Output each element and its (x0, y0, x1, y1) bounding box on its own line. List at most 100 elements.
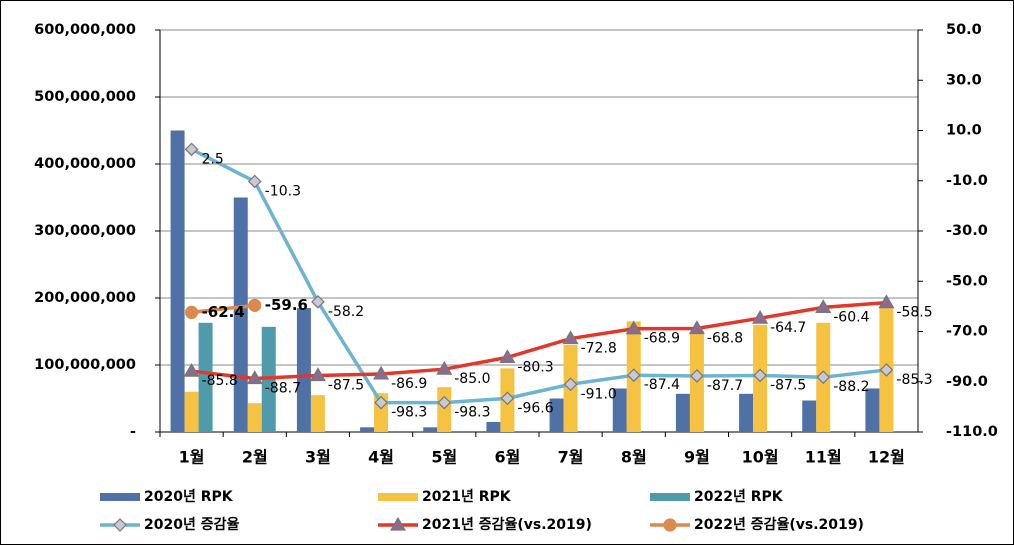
bar (296, 308, 311, 432)
data-label: -87.4 (644, 377, 680, 393)
data-label: -87.5 (328, 377, 364, 393)
y-tick-label: 200,000,000 (34, 290, 136, 306)
y2-tick-label: -110.0 (946, 424, 998, 440)
x-tick-label: 1월 (179, 448, 205, 467)
data-label: -91.0 (581, 386, 617, 402)
bar (360, 427, 375, 432)
marker (752, 309, 769, 324)
marker (753, 368, 767, 383)
legend-label: 2020년 증감율 (144, 516, 239, 533)
data-label: -98.3 (391, 405, 427, 421)
data-label: -10.3 (265, 184, 301, 200)
line (191, 300, 887, 381)
marker (626, 368, 641, 383)
legend-marker (389, 516, 407, 531)
data-label: -88.2 (833, 379, 869, 395)
bar (233, 197, 248, 432)
legend-label: 2022년 증감율(vs.2019) (694, 516, 864, 533)
marker (311, 295, 325, 309)
marker (248, 298, 262, 312)
data-label: -98.3 (454, 405, 490, 421)
x-tick-label: 3월 (305, 448, 331, 467)
marker (815, 299, 832, 313)
x-tick-label: 2월 (242, 448, 268, 467)
x-tick-label: 5월 (431, 448, 457, 467)
y2-tick-label: -90.0 (946, 374, 988, 390)
marker (437, 395, 452, 410)
marker (247, 174, 262, 189)
y2-tick-label: 50.0 (946, 22, 982, 38)
y2-tick-label: -10.0 (946, 173, 988, 189)
y-tick-label: 300,000,000 (34, 223, 136, 239)
marker (816, 370, 831, 385)
legend-swatch (100, 493, 140, 501)
x-tick-label: 12월 (868, 448, 905, 467)
legend-label: 2021년 RPK (422, 489, 512, 505)
legend-label: 2020년 RPK (144, 489, 234, 505)
line (190, 147, 887, 405)
data-label: -86.9 (391, 376, 427, 392)
y-tick-label: - (130, 424, 136, 440)
data-label: -58.5 (896, 305, 932, 321)
bar (802, 400, 817, 432)
y-tick-label: 500,000,000 (34, 89, 136, 105)
bar (310, 395, 325, 432)
bar (423, 427, 438, 432)
bar (865, 388, 880, 432)
bar (247, 403, 262, 432)
y2-tick-label: 10.0 (946, 123, 982, 139)
bar (170, 130, 185, 432)
marker (563, 377, 578, 392)
marker (184, 142, 199, 157)
marker (373, 365, 390, 380)
line (191, 303, 255, 315)
data-label: -58.2 (328, 304, 364, 320)
marker (184, 305, 199, 320)
y-tick-label: 600,000,000 (34, 22, 136, 38)
x-tick-label: 9월 (684, 448, 710, 467)
bar (675, 393, 690, 432)
data-label: -87.5 (770, 377, 806, 393)
data-label: -72.8 (581, 341, 617, 357)
marker (690, 369, 704, 383)
x-tick-label: 6월 (494, 448, 520, 467)
marker (500, 391, 515, 406)
marker (878, 294, 895, 309)
data-label: -64.7 (770, 320, 806, 336)
bar (612, 388, 627, 432)
y-tick-label: 100,000,000 (34, 357, 136, 373)
data-label: -88.7 (265, 380, 301, 396)
marker (879, 363, 894, 377)
legend-marker (663, 518, 677, 532)
x-tick-label: 10월 (742, 448, 779, 467)
data-label: -80.3 (517, 359, 553, 375)
data-label: -62.4 (202, 303, 245, 321)
data-label: -87.7 (707, 378, 743, 394)
data-label: 2.5 (202, 151, 224, 167)
bar (198, 322, 213, 432)
bar (486, 421, 501, 432)
legend-label: 2022년 RPK (694, 489, 784, 505)
data-label: -59.6 (265, 296, 308, 314)
x-tick-label: 8월 (621, 448, 647, 467)
y-tick-label: 400,000,000 (34, 156, 136, 172)
y2-tick-label: 30.0 (946, 72, 982, 88)
data-label: -60.4 (833, 309, 869, 325)
marker (309, 367, 326, 382)
marker (688, 320, 705, 335)
x-tick-label: 7월 (558, 448, 584, 467)
data-label: -85.3 (896, 372, 932, 388)
data-label: -85.8 (202, 373, 238, 389)
marker (183, 363, 200, 377)
legend-swatch (378, 493, 418, 501)
marker (374, 395, 388, 410)
marker (246, 370, 263, 385)
marker (562, 330, 579, 345)
bar (437, 387, 452, 432)
x-tick-label: 11월 (805, 448, 842, 467)
data-label: -96.6 (517, 400, 553, 416)
data-label: -68.9 (644, 331, 680, 347)
x-tick-label: 4월 (368, 448, 394, 467)
